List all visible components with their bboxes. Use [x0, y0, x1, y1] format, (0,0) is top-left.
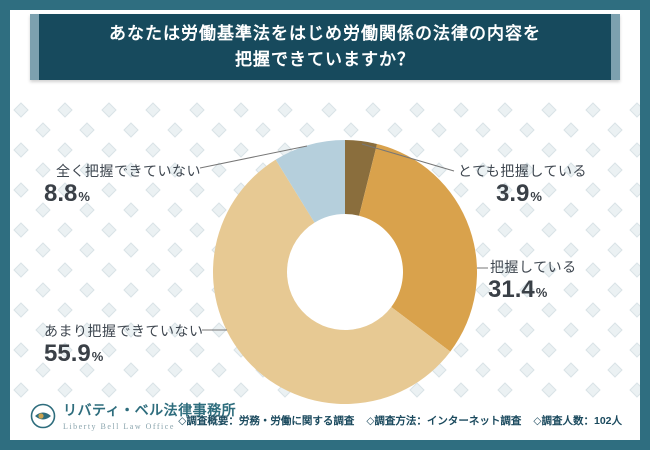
title-banner: あなたは労働基準法をはじめ労働関係の法律の内容を 把握できていますか？: [30, 14, 620, 80]
survey-notes: ◇調査概要：労務・労働に関する調査 ◇調査方法：インターネット調査 ◇調査人数：10…: [178, 413, 622, 428]
segment-value-number: 55.9: [44, 340, 91, 367]
survey-question-line2: 把握できていますか？: [235, 50, 415, 69]
survey-method: ◇調査方法：インターネット調査: [366, 415, 522, 427]
callout-not-much: あまり把握できていない 55.9%: [44, 321, 204, 367]
donut-chart: [199, 140, 488, 405]
donut-slices: [213, 140, 478, 405]
donut-slice-1: [359, 143, 478, 352]
segment-value-number: 31.4: [488, 276, 535, 303]
segment-value-number: 8.8: [44, 180, 78, 207]
segment-value-number: 3.9: [496, 180, 530, 207]
leader-line-very: [361, 143, 455, 172]
survey-sample-size: ◇調査人数：102人: [533, 415, 622, 427]
law-office-name-en: Liberty Bell Law Office: [63, 422, 175, 431]
law-office-name: リバティ・ベル法律事務所: [63, 404, 237, 419]
liberty-bell-logo-icon: [30, 403, 56, 428]
percent-sign: %: [530, 189, 542, 204]
callout-very: とても把握している 3.9%: [458, 161, 587, 207]
callout-none: 全く把握できていない 8.8%: [44, 161, 201, 207]
donut-hole: [287, 214, 403, 330]
callout-grasp: 把握している 31.4%: [488, 257, 577, 303]
percent-sign: %: [91, 349, 104, 364]
segment-label-not-much: あまり把握できていない: [44, 323, 204, 339]
leader-line-none: [199, 145, 308, 169]
law-office-logo: リバティ・ベル法律事務所 Liberty Bell Law Office: [30, 400, 236, 431]
survey-question-line1: あなたは労働基準法をはじめ労働関係の法律の内容を: [109, 24, 541, 43]
donut-slice-3: [275, 140, 345, 223]
logo-text-block: リバティ・ベル法律事務所 Liberty Bell Law Office: [63, 400, 236, 431]
segment-value-none: 8.8%: [44, 180, 90, 208]
donut-slice-2: [213, 159, 451, 405]
percent-sign: %: [535, 285, 548, 300]
segment-label-grasp: 把握している: [490, 259, 577, 275]
segment-label-none: 全く把握できていない: [56, 163, 201, 179]
percent-sign: %: [78, 189, 90, 204]
segment-value-not-much: 55.9%: [44, 340, 103, 368]
title-banner-panel: あなたは労働基準法をはじめ労働関係の法律の内容を 把握できていますか？: [39, 14, 611, 80]
donut-slice-0: [345, 140, 378, 216]
survey-overview: ◇調査概要：労務・労働に関する調査: [178, 415, 355, 427]
segment-label-very: とても把握している: [458, 163, 587, 179]
segment-value-grasp: 31.4%: [488, 276, 547, 304]
segment-value-very: 3.9%: [496, 180, 542, 208]
